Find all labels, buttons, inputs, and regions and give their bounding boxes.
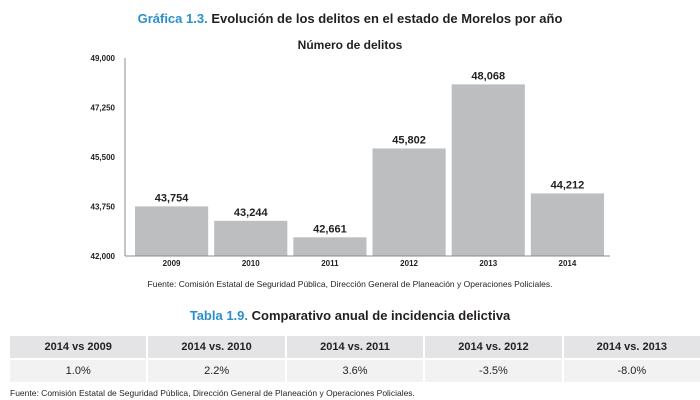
x-tick-label: 2011 <box>321 259 339 268</box>
y-tick-label: 43,750 <box>91 203 116 212</box>
y-axis: 42,000 43,750 45,500 47,250 49,000 <box>91 54 126 261</box>
y-tick-label: 45,500 <box>91 153 116 162</box>
table-value-cell: 2.2% <box>146 360 285 382</box>
y-tick-label: 49,000 <box>91 54 116 63</box>
bar-2009 <box>135 206 209 256</box>
table-header-cell: 2014 vs. 2012 <box>423 336 562 358</box>
table-header-cell: 2014 vs 2009 <box>10 336 147 358</box>
figure-title-text: Evolución de los delitos en el estado de… <box>211 11 563 26</box>
bar-value-label: 43,244 <box>234 207 269 219</box>
comparison-table: 2014 vs 2009 2014 vs. 2010 2014 vs. 2011… <box>10 336 700 382</box>
chart-source: Fuente: Comisión Estatal de Seguridad Pú… <box>147 279 553 289</box>
bar-value-label: 42,661 <box>313 223 347 235</box>
table-title-number: Tabla 1.9. <box>189 308 249 323</box>
x-tick-label: 2010 <box>242 259 260 268</box>
bar-2014 <box>530 193 604 256</box>
bars: 43,754 43,244 42,661 45,802 48,068 44,212 <box>135 70 604 256</box>
table-header-cell: 2014 vs. 2010 <box>146 336 285 358</box>
table-value-cell: 1.0% <box>10 360 147 382</box>
y-tick-label: 42,000 <box>91 252 116 261</box>
table-header-cell: 2014 vs. 2013 <box>561 336 700 358</box>
bar-2010 <box>214 220 288 256</box>
table-header-cell: 2014 vs. 2011 <box>284 336 424 358</box>
table-value-cell: -8.0% <box>561 360 700 382</box>
figure-title: Gráfica 1.3. Evolución de los delitos en… <box>0 11 700 26</box>
bar-value-label: 45,802 <box>392 134 426 146</box>
bar-2013 <box>451 84 525 256</box>
bar-2012 <box>372 148 446 256</box>
bar-value-label: 43,754 <box>155 192 190 204</box>
x-tick-label: 2013 <box>479 259 497 268</box>
table-header-row: 2014 vs 2009 2014 vs. 2010 2014 vs. 2011… <box>10 336 700 360</box>
table-value-cell: 3.6% <box>284 360 424 382</box>
bar-chart: Número de delitos 42,000 43,750 45,500 47,2… <box>91 38 610 268</box>
chart-title: Número de delitos <box>298 38 403 52</box>
x-tick-label: 2014 <box>559 259 577 268</box>
x-tick-label: 2012 <box>400 259 418 268</box>
figure-title-number: Gráfica 1.3. <box>137 11 208 26</box>
x-tick-label: 2009 <box>163 259 181 268</box>
bar-value-label: 44,212 <box>551 179 585 191</box>
table-title: Tabla 1.9. Comparativo anual de incidenc… <box>0 308 700 323</box>
table-row: 1.0% 2.2% 3.6% -3.5% -8.0% <box>10 360 700 382</box>
y-tick-label: 47,250 <box>91 104 116 113</box>
bar-value-label: 48,068 <box>471 70 505 82</box>
table-source: Fuente: Comisión Estatal de Seguridad Pú… <box>10 388 415 398</box>
table-value-cell: -3.5% <box>423 360 562 382</box>
table-title-text: Comparativo anual de incidencia delictiv… <box>251 308 511 323</box>
x-axis: 2009 2010 2011 2012 2013 2014 <box>125 255 610 268</box>
bar-2011 <box>293 237 367 256</box>
